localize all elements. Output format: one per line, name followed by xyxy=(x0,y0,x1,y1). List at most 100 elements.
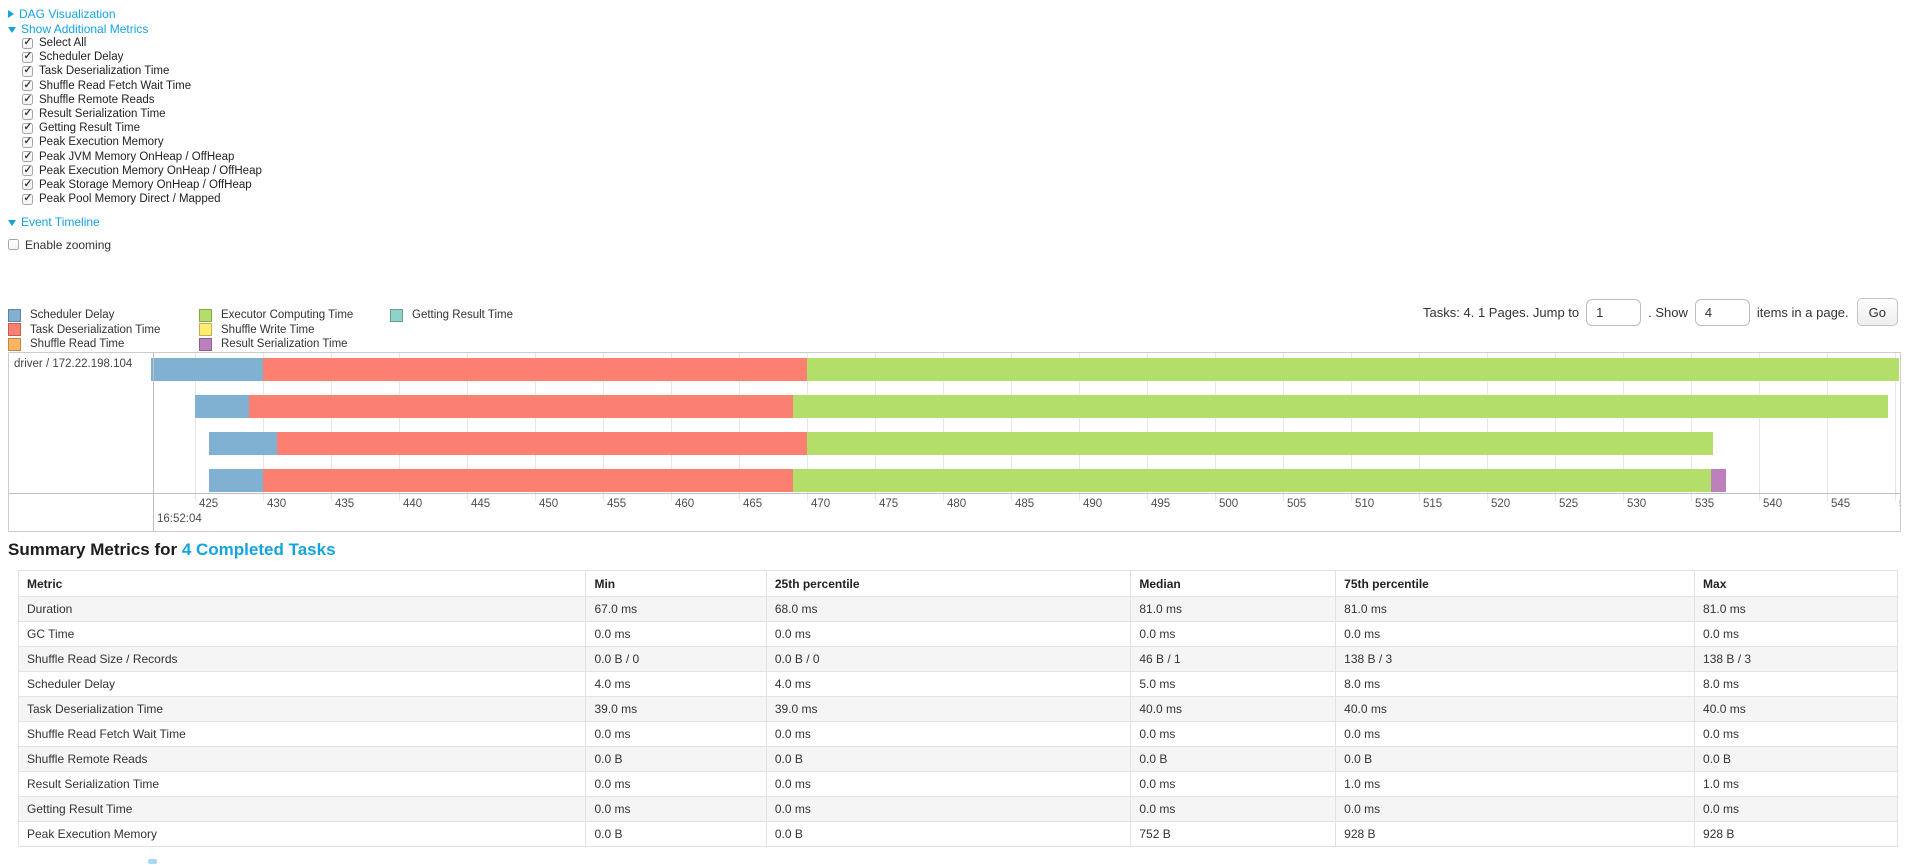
legend-color-swatch xyxy=(199,337,212,351)
metric-value-cell: 1.0 ms xyxy=(1335,771,1696,797)
timeline-gridline xyxy=(1759,353,1760,501)
timeline-tick-label: 470 xyxy=(811,498,831,510)
expanded-arrow-icon xyxy=(8,26,16,33)
task-bar-segment[interactable] xyxy=(208,432,277,455)
legend-item: Getting Result Time xyxy=(390,308,513,323)
table-column-header: Metric xyxy=(17,570,587,597)
timeline-tick-label: 510 xyxy=(1355,498,1375,510)
task-bar-segment[interactable] xyxy=(151,358,263,381)
metric-name-cell: Scheduler Delay xyxy=(17,671,587,697)
executor-group-label: driver / 172.22.198.104 xyxy=(14,358,133,370)
table-row: Getting Result Time 0.0 ms 0.0 ms 0.0 ms 0.0… xyxy=(17,796,1898,822)
legend-label: Shuffle Read Time xyxy=(30,338,125,351)
timeline-gridline xyxy=(1487,353,1488,501)
metric-value-cell: 0.0 ms xyxy=(1335,621,1696,647)
metric-checkbox[interactable] xyxy=(22,192,33,205)
metric-value-cell: 1.0 ms xyxy=(1694,771,1898,797)
metric-checkbox[interactable] xyxy=(22,36,33,49)
timeline-tick-label: 430 xyxy=(267,498,287,510)
metric-value-cell: 0.0 ms xyxy=(1694,721,1898,747)
legend-item: Shuffle Write Time xyxy=(199,323,390,338)
metric-name-cell: Peak Execution Memory xyxy=(17,821,587,847)
legend-label: Task Deserialization Time xyxy=(30,323,161,336)
metric-value-cell: 0.0 ms xyxy=(1130,721,1337,747)
task-bar-segment[interactable] xyxy=(793,469,1712,492)
task-bar-segment[interactable] xyxy=(195,395,250,418)
metric-value-cell: 40.0 ms xyxy=(1694,696,1898,722)
metric-value-cell: 138 B / 3 xyxy=(1335,646,1696,672)
metric-checkbox-item: Peak Pool Memory Direct / Mapped xyxy=(8,192,262,206)
metric-value-cell: 0.0 B xyxy=(765,821,1132,847)
timeline-gridline xyxy=(399,353,400,501)
table-row: Shuffle Read Fetch Wait Time 0.0 ms 0.0 ms… xyxy=(17,721,1898,747)
metric-checkbox[interactable] xyxy=(22,135,33,148)
items-per-page-input[interactable] xyxy=(1694,298,1750,326)
metric-value-cell: 8.0 ms xyxy=(1694,671,1898,697)
metric-value-cell: 0.0 B / 0 xyxy=(765,646,1132,672)
metric-checkbox[interactable] xyxy=(22,164,33,177)
timeline-gridline xyxy=(467,353,468,501)
task-bar-segment[interactable] xyxy=(263,469,794,492)
legend-column: Executor Computing Time Shuffle Write Tim… xyxy=(199,308,390,352)
completed-tasks-link[interactable]: 4 Completed Tasks xyxy=(181,540,336,559)
expanded-arrow-icon xyxy=(8,219,16,226)
metric-value-cell: 40.0 ms xyxy=(1130,696,1337,722)
metric-checkbox[interactable] xyxy=(22,64,33,77)
partial-cut-element xyxy=(148,859,157,864)
show-additional-metrics-link[interactable]: Show Additional Metrics xyxy=(21,21,149,36)
task-bar-segment[interactable] xyxy=(276,432,807,455)
metric-checkbox[interactable] xyxy=(22,121,33,134)
metric-value-cell: 0.0 ms xyxy=(765,796,1132,822)
legend-label: Getting Result Time xyxy=(412,309,513,322)
metric-value-cell: 4.0 ms xyxy=(585,671,767,697)
metric-checkbox[interactable] xyxy=(22,93,33,106)
task-bar-segment[interactable] xyxy=(208,469,263,492)
task-bar-segment[interactable] xyxy=(249,395,794,418)
jump-to-page-input[interactable] xyxy=(1586,298,1642,326)
task-bar-segment[interactable] xyxy=(807,432,1713,455)
metric-name-cell: Shuffle Read Fetch Wait Time xyxy=(17,721,587,747)
metric-checkbox[interactable] xyxy=(22,178,33,191)
event-timeline-link[interactable]: Event Timeline xyxy=(21,214,100,229)
metric-value-cell: 81.0 ms xyxy=(1335,596,1696,622)
task-bar-segment[interactable] xyxy=(793,395,1889,418)
metric-value-cell: 0.0 B xyxy=(585,821,767,847)
metric-checkbox-label: Peak Pool Memory Direct / Mapped xyxy=(39,193,221,206)
timeline-gridline xyxy=(1215,353,1216,501)
task-bar-segment[interactable] xyxy=(1711,469,1727,492)
show-additional-metrics-toggle[interactable]: Show Additional Metrics xyxy=(8,21,262,36)
metric-value-cell: 0.0 ms xyxy=(1335,721,1696,747)
legend-color-swatch xyxy=(8,323,21,337)
dag-visualization-toggle[interactable]: DAG Visualization xyxy=(8,6,262,21)
pagination-prefix-text: Tasks: 4. 1 Pages. Jump to xyxy=(1423,304,1580,320)
enable-zooming-label: Enable zooming xyxy=(25,237,112,252)
dag-visualization-link[interactable]: DAG Visualization xyxy=(19,6,116,21)
metric-value-cell: 0.0 B xyxy=(1130,746,1337,772)
metric-checkbox-item: Scheduler Delay xyxy=(8,50,262,64)
metric-value-cell: 0.0 ms xyxy=(765,771,1132,797)
task-bar-segment[interactable] xyxy=(807,358,1900,381)
go-button[interactable]: Go xyxy=(1856,298,1898,326)
metric-checkbox[interactable] xyxy=(22,50,33,63)
metric-checkbox-item: Peak Execution Memory OnHeap / OffHeap xyxy=(8,164,262,178)
metric-value-cell: 0.0 ms xyxy=(1130,796,1337,822)
timeline-gridline xyxy=(875,353,876,501)
legend-item: Executor Computing Time xyxy=(199,308,390,323)
metric-value-cell: 0.0 B xyxy=(1694,746,1898,772)
timeline-gridline xyxy=(331,353,332,501)
table-row: Shuffle Remote Reads 0.0 B 0.0 B 0.0 B 0.0 B… xyxy=(17,746,1898,772)
event-timeline-toggle[interactable]: Event Timeline xyxy=(8,214,262,229)
timeline-tick-label: 535 xyxy=(1695,498,1715,510)
metric-value-cell: 67.0 ms xyxy=(585,596,767,622)
enable-zooming-checkbox[interactable] xyxy=(8,239,19,251)
metric-checkbox[interactable] xyxy=(22,150,33,163)
metric-checkbox[interactable] xyxy=(22,79,33,92)
metric-value-cell: 40.0 ms xyxy=(1335,696,1696,722)
timeline-axis-line xyxy=(9,493,1900,494)
metric-checkbox-label: Peak Execution Memory xyxy=(39,136,164,149)
summary-metrics-table: Metric Min 25th percentile Median 75th perce… xyxy=(17,570,1898,847)
timeline-tick-label: 545 xyxy=(1831,498,1851,510)
timeline-gridline xyxy=(535,353,536,501)
task-bar-segment[interactable] xyxy=(263,358,807,381)
metric-checkbox[interactable] xyxy=(22,107,33,120)
